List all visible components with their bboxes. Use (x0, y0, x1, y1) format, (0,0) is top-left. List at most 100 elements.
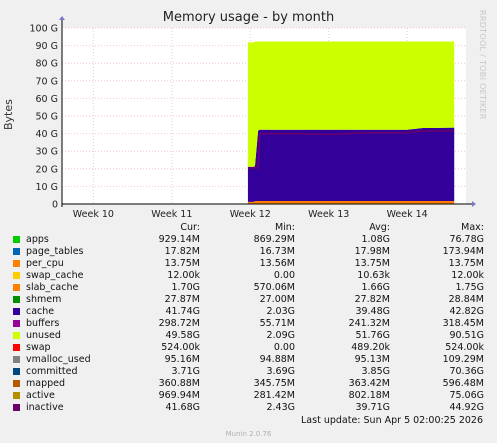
y-tick-label: 100 G (29, 24, 58, 35)
legend-row-apps: apps 929.14M 869.29M 1.08G 76.78G (13, 234, 488, 246)
y-tick-label: 10 G (36, 182, 58, 193)
chart-title: Memory usage - by month (162, 10, 335, 25)
legend-cur-value: 12.00k (167, 270, 200, 281)
legend-max-value: 42.82G (449, 306, 484, 317)
legend-max-value: 44.92G (449, 402, 484, 413)
legend-row-vmalloc-used: vmalloc_used 95.16M 94.88M 95.13M 109.29M (13, 354, 488, 366)
legend-swatch (13, 236, 20, 243)
legend-min-value: 281.42M (253, 390, 295, 401)
legend-min-value: 869.29M (253, 234, 295, 245)
legend-max-value: 90.51G (449, 330, 484, 341)
legend-cur-value: 27.87M (164, 294, 200, 305)
legend-row-swap-cache: swap_cache 12.00k 0.00 10.63k 12.00k (13, 270, 488, 282)
legend-avg-value: 17.98M (354, 246, 390, 257)
legend-max-value: 109.29M (442, 354, 484, 365)
legend-avg-value: 1.66G (361, 282, 390, 293)
legend-label: vmalloc_used (26, 354, 91, 365)
legend-label: active (26, 390, 55, 401)
legend-cur-value: 3.71G (171, 366, 200, 377)
x-tick-label: Week 12 (230, 209, 271, 220)
legend-swatch (13, 332, 20, 339)
legend-label: mapped (26, 378, 66, 389)
area-unused (247, 41, 455, 167)
legend-avg-value: 363.42M (348, 378, 390, 389)
legend-label: apps (26, 234, 49, 245)
legend-min-value: 94.88M (259, 354, 295, 365)
legend-avg-value: 27.82M (354, 294, 390, 305)
legend-avg-value: 10.63k (357, 270, 390, 281)
legend-cur-value: 41.74G (165, 306, 200, 317)
legend-swatch (13, 320, 20, 327)
legend-max-value: 596.48M (442, 378, 484, 389)
legend-max-value: 28.84M (448, 294, 484, 305)
legend-cur-value: 17.82M (164, 246, 200, 257)
y-tick-label: 0 (52, 200, 58, 211)
legend-min-value: 0.00 (273, 270, 295, 281)
footer-version: Munin 2.0.76 (225, 430, 272, 438)
y-tick-label: 90 G (36, 41, 58, 52)
area-cache (247, 127, 455, 202)
legend-avg-value: 1.08G (361, 234, 390, 245)
legend-swatch (13, 308, 20, 315)
y-axis-arrow (59, 16, 65, 20)
legend-min-value: 3.69G (266, 366, 295, 377)
legend-max-value: 1.75G (455, 282, 484, 293)
legend-avg-value: 39.48G (355, 306, 390, 317)
legend-max-value: 12.00k (451, 270, 484, 281)
legend-swatch (13, 272, 20, 279)
legend-cur-value: 969.94M (158, 390, 200, 401)
legend-row-slab-cache: slab_cache 1.70G 570.06M 1.66G 1.75G (13, 282, 488, 294)
legend-min-value: 2.03G (266, 306, 295, 317)
legend-row-swap: swap 524.00k 0.00 489.20k 524.00k (13, 342, 488, 354)
y-tick-label: 20 G (36, 164, 58, 175)
legend-min-value: 16.73M (259, 246, 295, 257)
legend-avg-value: 3.85G (361, 366, 390, 377)
legend-min-value: 345.75M (253, 378, 295, 389)
legend-row-shmem: shmem 27.87M 27.00M 27.82M 28.84M (13, 294, 488, 306)
legend-swatch (13, 260, 20, 267)
y-tick-label: 30 G (36, 147, 58, 158)
legend-min-value: 2.09G (266, 330, 295, 341)
y-tick-label: 70 G (36, 76, 58, 87)
legend-label: buffers (26, 318, 60, 329)
header-min: Min: (274, 222, 295, 233)
legend-cur-value: 49.58G (165, 330, 200, 341)
legend-label: per_cpu (26, 258, 64, 269)
x-tick-label: Week 11 (151, 209, 192, 220)
y-tick-label: 40 G (36, 129, 58, 140)
legend-cur-value: 13.75M (164, 258, 200, 269)
legend-min-value: 27.00M (259, 294, 295, 305)
legend-swatch (13, 380, 20, 387)
legend-swatch (13, 248, 20, 255)
legend-min-value: 570.06M (253, 282, 295, 293)
legend-swatch (13, 344, 20, 351)
legend-row-mapped: mapped 360.88M 345.75M 363.42M 596.48M (13, 378, 488, 390)
legend-swatch (13, 284, 20, 291)
legend-cur-value: 298.72M (158, 318, 200, 329)
legend-min-value: 13.56M (259, 258, 295, 269)
legend-header: Cur: Min: Avg: Max: (13, 222, 488, 234)
x-tick-label: Week 13 (308, 209, 349, 220)
last-update: Last update: Sun Apr 5 02:00:25 2026 (301, 415, 483, 426)
legend-max-value: 70.36G (449, 366, 484, 377)
x-tick-label: Week 10 (73, 209, 114, 220)
legend-avg-value: 95.13M (354, 354, 390, 365)
legend-label: cache (26, 306, 55, 317)
legend-avg-value: 241.32M (348, 318, 390, 329)
legend-max-value: 318.45M (442, 318, 484, 329)
x-axis-arrow (472, 201, 476, 207)
legend-avg-value: 13.75M (354, 258, 390, 269)
header-cur: Cur: (180, 222, 200, 233)
series-areas (247, 41, 455, 204)
legend-row-buffers: buffers 298.72M 55.71M 241.32M 318.45M (13, 318, 488, 330)
legend-avg-value: 39.71G (355, 402, 390, 413)
legend-row-page-tables: page_tables 17.82M 16.73M 17.98M 173.94M (13, 246, 488, 258)
legend-label: swap_cache (26, 270, 84, 281)
legend-label: swap (26, 342, 51, 353)
legend-swatch (13, 368, 20, 375)
legend-swatch (13, 296, 20, 303)
line-inactive (247, 129, 455, 169)
legend-row-active: active 969.94M 281.42M 802.18M 75.06G (13, 390, 488, 402)
area-slab-cache (247, 201, 455, 204)
header-max: Max: (461, 222, 484, 233)
